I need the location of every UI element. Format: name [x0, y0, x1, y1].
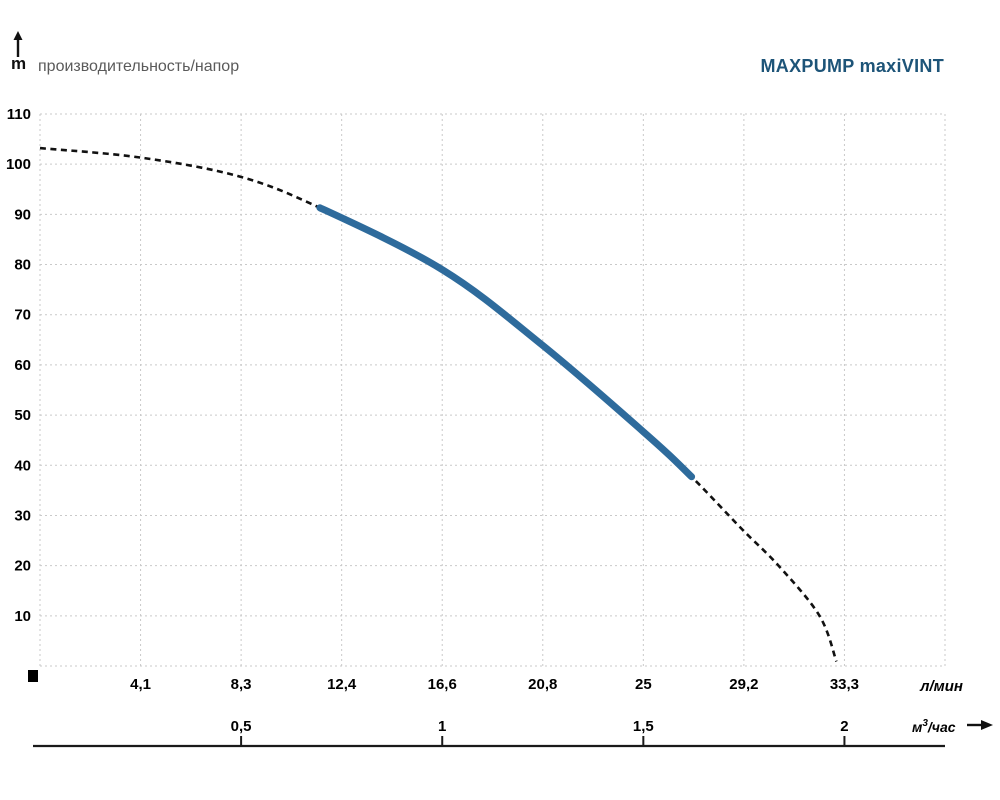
y-tick-label: 90 [14, 206, 31, 223]
chart-title: производительность/напор [38, 58, 240, 75]
y-tick-label: 60 [14, 357, 31, 374]
x-tick-label: 12,4 [327, 676, 357, 693]
y-tick-label: 70 [14, 307, 31, 324]
brand-title: MAXPUMP maxiVINT [760, 56, 944, 76]
y-tick-label: 20 [14, 558, 31, 575]
x-axis-unit-lmin: л/мин [919, 678, 963, 695]
flow-tick-label: 2 [840, 718, 848, 735]
y-tick-label: 80 [14, 257, 31, 274]
pump-curve-solid [316, 204, 696, 481]
y-tick-label: 100 [6, 156, 31, 173]
flow-tick-label: 1,5 [633, 718, 654, 735]
x-axis-unit-m3h: м3/час [912, 718, 956, 735]
y-tick-label: 40 [14, 457, 31, 474]
x-axis-arrow-head-icon [981, 720, 993, 730]
flow-tick-label: 1 [438, 718, 446, 735]
y-tick-label: 50 [14, 407, 31, 424]
y-tick-label: 110 [7, 106, 31, 123]
origin-marker [28, 670, 38, 682]
x-tick-label: 8,3 [231, 676, 252, 693]
pump-curve-dashed [39, 146, 838, 662]
x-tick-label: 29,2 [729, 676, 758, 693]
x-tick-label: 33,3 [830, 676, 859, 693]
y-tick-label: 30 [14, 507, 31, 524]
x-tick-label: 25 [635, 676, 652, 693]
x-tick-label: 16,6 [428, 676, 457, 693]
x-tick-label: 20,8 [528, 676, 557, 693]
flow-tick-label: 0,5 [231, 718, 252, 735]
y-axis-arrow-icon [10, 30, 26, 63]
y-axis-unit-label: m [11, 54, 27, 73]
y-tick-label: 10 [14, 608, 31, 625]
x-tick-label: 4,1 [130, 676, 151, 693]
